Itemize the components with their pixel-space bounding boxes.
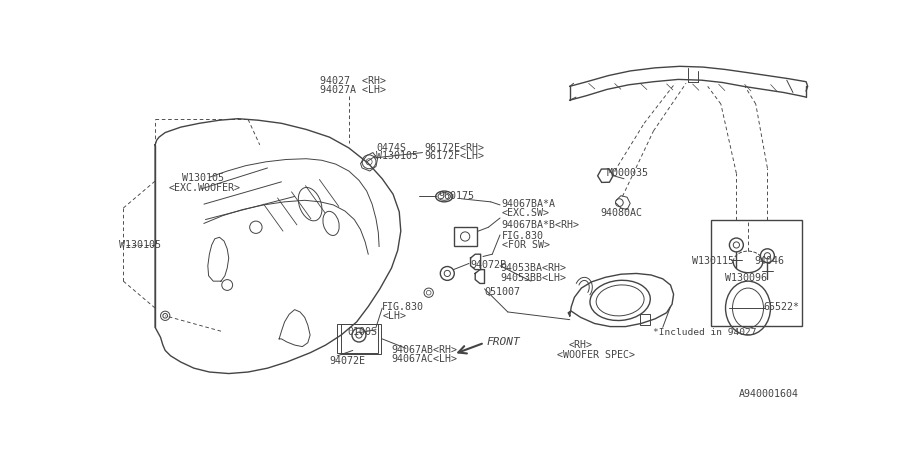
Text: <EXC.SW>: <EXC.SW> xyxy=(501,208,550,218)
Text: 0100S: 0100S xyxy=(347,327,377,338)
Text: A940001604: A940001604 xyxy=(739,389,798,399)
Text: W130105: W130105 xyxy=(376,151,418,161)
Bar xyxy=(338,324,378,353)
Text: 960175: 960175 xyxy=(438,191,474,201)
Text: 96172F<LH>: 96172F<LH> xyxy=(424,151,484,161)
Text: 94072P: 94072P xyxy=(471,261,507,270)
Text: W130105: W130105 xyxy=(182,173,224,183)
Text: 94072E: 94072E xyxy=(329,356,365,366)
Text: 94027A <LH>: 94027A <LH> xyxy=(320,85,386,95)
Text: FRONT: FRONT xyxy=(487,338,520,347)
Bar xyxy=(341,324,382,354)
Text: 65522*: 65522* xyxy=(763,302,799,312)
Text: FIG.830: FIG.830 xyxy=(501,231,544,241)
Text: <LH>: <LH> xyxy=(382,311,406,321)
Text: 94053BA<RH>: 94053BA<RH> xyxy=(500,263,566,274)
Text: 94067BA*A: 94067BA*A xyxy=(501,199,555,209)
Bar xyxy=(640,314,651,325)
Text: 94080AC: 94080AC xyxy=(601,208,643,218)
Text: 94067AB<RH>: 94067AB<RH> xyxy=(392,345,457,355)
Text: Q51007: Q51007 xyxy=(484,287,520,297)
Text: 94053BB<LH>: 94053BB<LH> xyxy=(500,273,566,283)
Text: *Included in 94027: *Included in 94027 xyxy=(653,328,757,337)
Text: 94027  <RH>: 94027 <RH> xyxy=(320,76,386,86)
Text: <RH>: <RH> xyxy=(568,341,592,351)
Text: 94067BA*B<RH>: 94067BA*B<RH> xyxy=(501,220,580,230)
Text: W130115: W130115 xyxy=(692,256,734,266)
Text: FIG.830: FIG.830 xyxy=(382,302,424,312)
Text: 94046: 94046 xyxy=(754,256,784,266)
Text: W130096: W130096 xyxy=(724,274,767,284)
Text: M000035: M000035 xyxy=(607,168,649,178)
Text: 0474S: 0474S xyxy=(376,143,406,153)
Text: W130105: W130105 xyxy=(119,240,161,250)
Bar xyxy=(454,227,477,246)
Text: 94067AC<LH>: 94067AC<LH> xyxy=(392,354,457,365)
Bar xyxy=(711,220,802,326)
Text: <FOR SW>: <FOR SW> xyxy=(501,240,550,250)
Text: <WOOFER SPEC>: <WOOFER SPEC> xyxy=(557,350,635,360)
Text: <EXC.WOOFER>: <EXC.WOOFER> xyxy=(168,183,240,193)
Text: 96172E<RH>: 96172E<RH> xyxy=(424,143,484,153)
